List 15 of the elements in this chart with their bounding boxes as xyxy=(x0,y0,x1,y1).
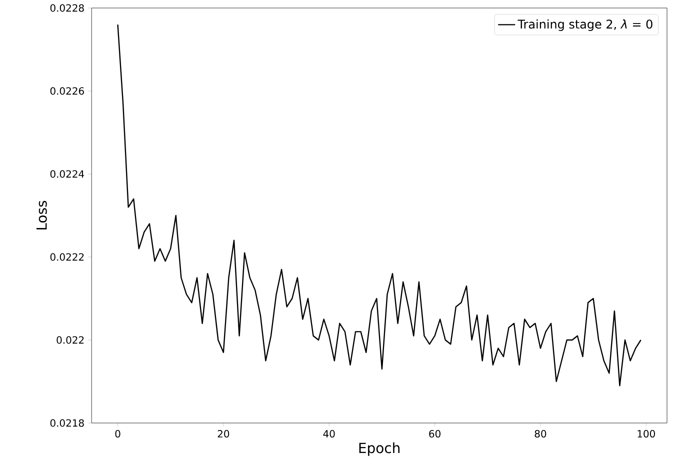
x-tick-label: 20 xyxy=(218,430,230,438)
y-tick-label: 0.0222 xyxy=(50,253,84,261)
y-axis-title: Loss xyxy=(36,200,47,230)
x-tick-label: 80 xyxy=(534,430,546,438)
y-tick-label: 0.0218 xyxy=(50,419,84,427)
y-tick-label: 0.0226 xyxy=(50,87,84,95)
x-tick-label: 40 xyxy=(323,430,335,438)
y-tick-label: 0.0228 xyxy=(50,4,84,12)
y-tick-label: 0.022 xyxy=(56,336,84,344)
y-tick-label: 0.0224 xyxy=(50,170,84,178)
x-tick-label: 60 xyxy=(429,430,440,438)
x-tick-label: 0 xyxy=(115,430,120,438)
legend-label: Training stage 2, λ = 0 xyxy=(518,19,652,31)
x-axis-title: Epoch xyxy=(359,442,400,456)
x-tick-label: 100 xyxy=(638,430,655,438)
